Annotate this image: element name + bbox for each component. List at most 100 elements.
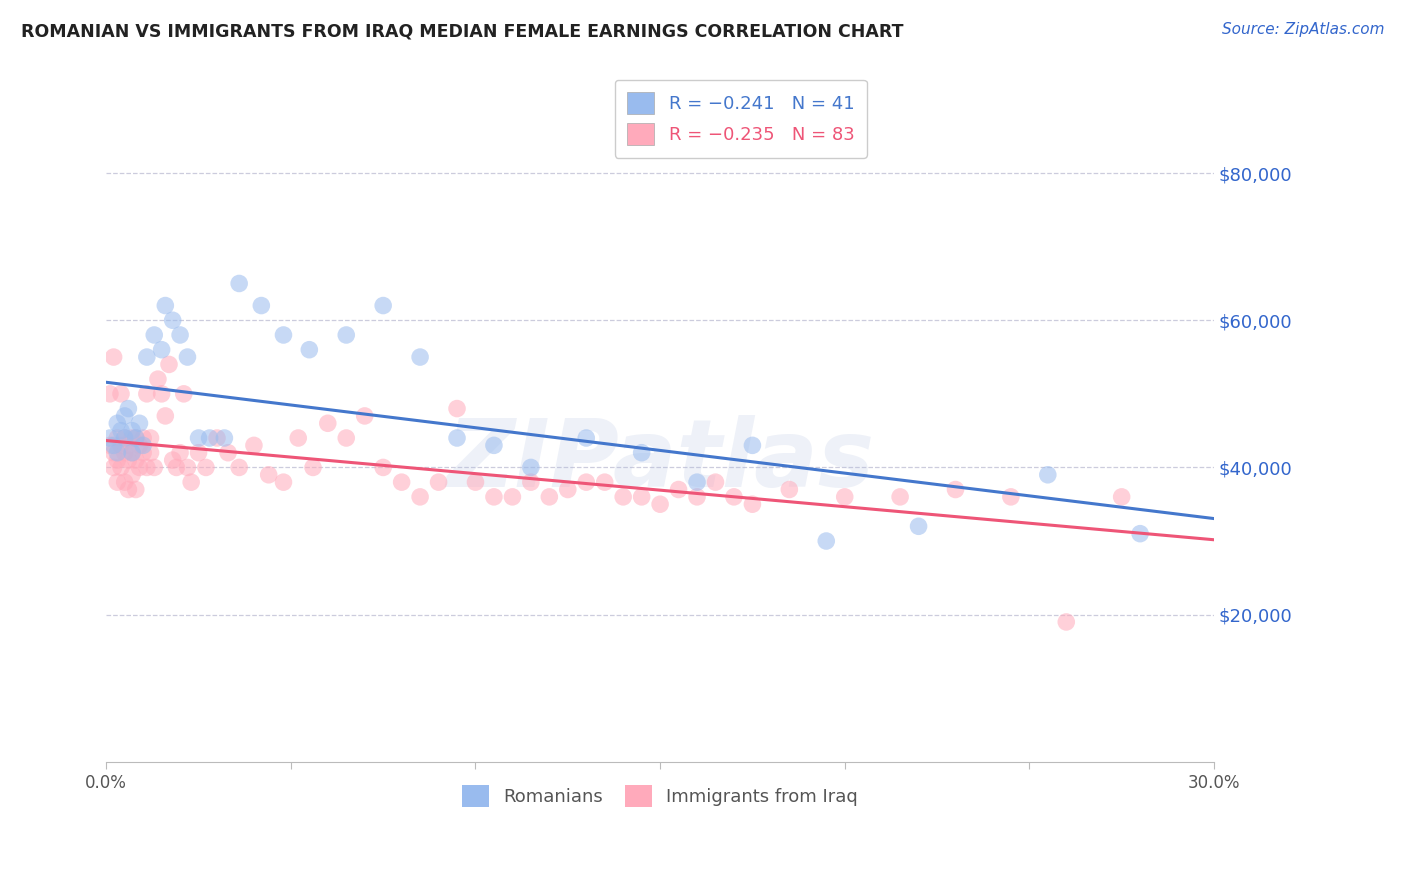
Point: [117, 438, 139, 452]
Point: [778, 483, 800, 497]
Point: [630, 490, 652, 504]
Point: [228, 460, 250, 475]
Point: [373, 299, 395, 313]
Point: [723, 490, 745, 504]
Text: Source: ZipAtlas.com: Source: ZipAtlas.com: [1222, 22, 1385, 37]
Point: [668, 483, 690, 497]
Point: [704, 475, 727, 490]
Point: [194, 460, 217, 475]
Point: [217, 446, 239, 460]
Point: [135, 350, 157, 364]
Point: [121, 446, 143, 460]
Point: [157, 358, 180, 372]
Point: [302, 460, 325, 475]
Point: [110, 387, 132, 401]
Point: [520, 460, 543, 475]
Point: [1129, 526, 1152, 541]
Point: [98, 431, 121, 445]
Point: [520, 475, 543, 490]
Point: [176, 350, 198, 364]
Point: [176, 460, 198, 475]
Point: [121, 431, 143, 445]
Point: [273, 475, 295, 490]
Point: [105, 431, 128, 445]
Point: [169, 446, 191, 460]
Point: [907, 519, 929, 533]
Point: [575, 431, 598, 445]
Point: [121, 424, 143, 438]
Point: [557, 483, 579, 497]
Point: [114, 431, 136, 445]
Point: [125, 431, 148, 445]
Point: [889, 490, 911, 504]
Point: [198, 431, 221, 445]
Point: [287, 431, 309, 445]
Point: [139, 446, 162, 460]
Point: [105, 475, 128, 490]
Point: [114, 446, 136, 460]
Point: [834, 490, 856, 504]
Point: [257, 467, 280, 482]
Point: [173, 387, 195, 401]
Point: [741, 438, 763, 452]
Point: [125, 453, 148, 467]
Point: [132, 438, 155, 452]
Point: [155, 299, 177, 313]
Text: ZIPatlas: ZIPatlas: [446, 415, 875, 507]
Point: [1054, 615, 1077, 629]
Point: [128, 460, 150, 475]
Point: [110, 460, 132, 475]
Point: [612, 490, 634, 504]
Point: [741, 497, 763, 511]
Point: [132, 446, 155, 460]
Point: [105, 417, 128, 431]
Point: [630, 446, 652, 460]
Point: [686, 490, 709, 504]
Point: [121, 446, 143, 460]
Point: [162, 313, 184, 327]
Point: [125, 431, 148, 445]
Point: [114, 431, 136, 445]
Point: [98, 387, 121, 401]
Point: [128, 417, 150, 431]
Point: [205, 431, 228, 445]
Point: [125, 483, 148, 497]
Point: [165, 460, 187, 475]
Point: [146, 372, 169, 386]
Point: [110, 438, 132, 452]
Point: [162, 453, 184, 467]
Point: [575, 475, 598, 490]
Point: [316, 417, 339, 431]
Point: [187, 431, 209, 445]
Point: [132, 431, 155, 445]
Text: ROMANIAN VS IMMIGRANTS FROM IRAQ MEDIAN FEMALE EARNINGS CORRELATION CHART: ROMANIAN VS IMMIGRANTS FROM IRAQ MEDIAN …: [21, 22, 904, 40]
Point: [128, 438, 150, 452]
Point: [501, 490, 523, 504]
Point: [214, 431, 236, 445]
Point: [187, 446, 209, 460]
Point: [103, 460, 125, 475]
Point: [110, 424, 132, 438]
Point: [648, 497, 671, 511]
Point: [391, 475, 413, 490]
Point: [335, 328, 357, 343]
Point: [105, 453, 128, 467]
Point: [117, 401, 139, 416]
Point: [103, 446, 125, 460]
Legend: Romanians, Immigrants from Iraq: Romanians, Immigrants from Iraq: [454, 778, 866, 814]
Point: [335, 431, 357, 445]
Point: [117, 453, 139, 467]
Point: [945, 483, 967, 497]
Point: [114, 475, 136, 490]
Point: [103, 438, 125, 452]
Point: [298, 343, 321, 357]
Point: [593, 475, 616, 490]
Point: [169, 328, 191, 343]
Point: [409, 350, 432, 364]
Point: [427, 475, 450, 490]
Point: [538, 490, 561, 504]
Point: [250, 299, 273, 313]
Point: [273, 328, 295, 343]
Point: [98, 438, 121, 452]
Point: [815, 534, 838, 549]
